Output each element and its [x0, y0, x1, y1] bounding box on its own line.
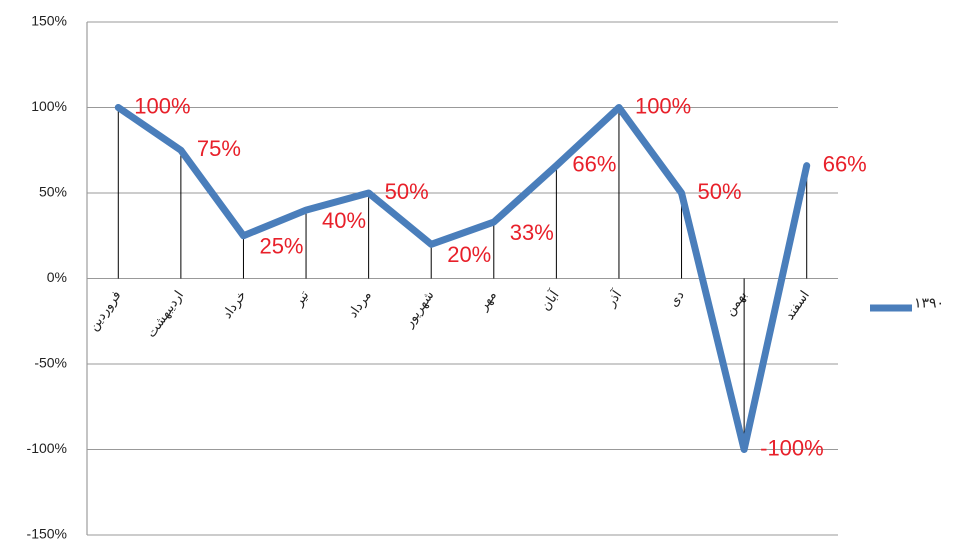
data-label: 20%: [447, 242, 491, 267]
series-line: [114, 104, 811, 453]
data-label: 50%: [698, 179, 742, 204]
y-tick-label: 150%: [31, 13, 67, 29]
data-label: 100%: [134, 93, 190, 118]
data-label: 75%: [197, 136, 241, 161]
data-label: -100%: [760, 435, 824, 460]
legend-label: ۱۳۹۰: [914, 295, 944, 311]
y-tick-label: -150%: [27, 526, 67, 542]
data-label: 40%: [322, 208, 366, 233]
y-tick-label: -50%: [34, 355, 67, 371]
data-label: 66%: [572, 151, 616, 176]
y-tick-label: 100%: [31, 98, 67, 114]
y-tick-label: -100%: [27, 440, 67, 456]
data-label: 50%: [385, 179, 429, 204]
data-label: 33%: [510, 220, 554, 245]
y-tick-label: 0%: [47, 269, 67, 285]
data-label: 25%: [259, 234, 303, 259]
data-label: 100%: [635, 93, 691, 118]
y-tick-label: 50%: [39, 184, 67, 200]
data-label: 66%: [823, 151, 867, 176]
